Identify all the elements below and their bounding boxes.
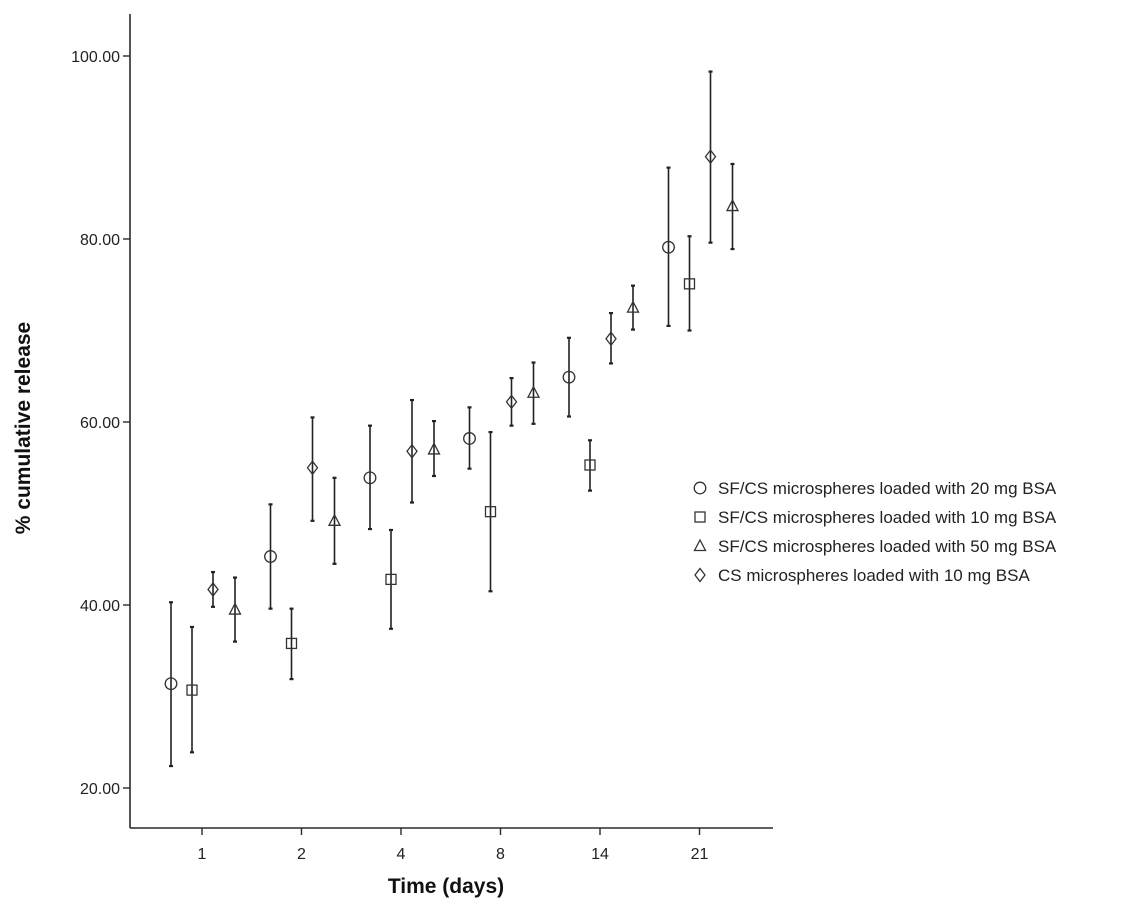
legend-label: SF/CS microspheres loaded with 50 mg BSA (718, 537, 1057, 556)
point-triangle (626, 300, 640, 313)
point-square (683, 278, 696, 290)
y-axis-ticks: 20.00 40.00 60.00 80.00 100.00 (71, 49, 130, 798)
point-diamond (207, 581, 219, 598)
x-tick-label: 21 (691, 846, 709, 863)
legend-label: CS microspheres loaded with 10 mg BSA (718, 566, 1030, 585)
error-bars (169, 70, 735, 768)
y-tick-label: 20.00 (80, 781, 120, 798)
point-circle (463, 432, 476, 445)
legend: SF/CS microspheres loaded with 20 mg BSA… (693, 479, 1057, 585)
point-diamond (406, 443, 418, 459)
x-tick-label: 8 (496, 846, 505, 863)
legend-circle-icon (693, 481, 707, 495)
x-tick-label: 14 (591, 846, 609, 863)
y-tick-label: 80.00 (80, 232, 120, 249)
point-square (484, 506, 497, 518)
point-circle (164, 677, 178, 691)
x-tick-label: 1 (198, 846, 207, 863)
legend-triangle-icon (693, 538, 707, 552)
point-diamond (505, 394, 518, 410)
point-circle (562, 370, 576, 384)
point-triangle (327, 513, 342, 526)
legend-diamond-icon (694, 567, 706, 583)
x-tick-label: 4 (397, 846, 406, 863)
x-axis-ticks: 1 2 4 8 14 21 (198, 828, 709, 863)
point-triangle (228, 602, 242, 615)
point-square (584, 459, 596, 471)
point-circle (363, 471, 377, 485)
point-triangle (427, 442, 441, 455)
point-square (285, 637, 298, 650)
y-axis-title: % cumulative release (12, 322, 35, 534)
legend-label: SF/CS microspheres loaded with 10 mg BSA (718, 508, 1057, 527)
x-axis-title: Time (days) (388, 875, 504, 898)
point-triangle (725, 198, 740, 212)
point-diamond (704, 149, 717, 165)
point-diamond (306, 460, 319, 476)
point-square (186, 684, 198, 696)
y-tick-label: 40.00 (80, 598, 120, 615)
y-tick-label: 60.00 (80, 415, 120, 432)
point-circle (264, 550, 277, 563)
x-tick-label: 2 (297, 846, 306, 863)
point-circle (662, 240, 675, 254)
legend-label: SF/CS microspheres loaded with 20 mg BSA (718, 479, 1057, 498)
point-diamond (605, 331, 617, 347)
legend-square-icon (694, 511, 706, 523)
data-markers (164, 149, 740, 696)
y-tick-label: 100.00 (71, 49, 120, 66)
point-square (385, 573, 397, 586)
axes (129, 14, 773, 829)
point-triangle (526, 385, 541, 398)
